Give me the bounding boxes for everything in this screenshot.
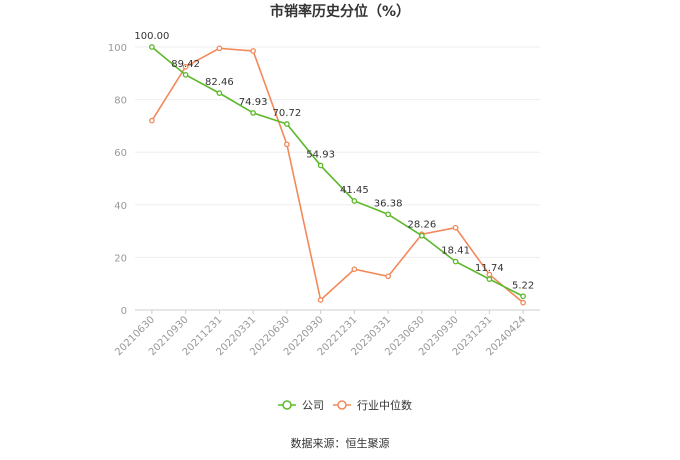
industry-median-point (250, 48, 256, 54)
chart-title: 市销率历史分位（%） (270, 3, 410, 20)
industry-median-point (216, 45, 223, 52)
legend-marker (282, 400, 292, 410)
company-point (419, 232, 425, 239)
legend-item-company[interactable]: 公司 (278, 399, 324, 412)
company-point (351, 198, 358, 204)
company-point (385, 211, 391, 218)
industry-median-point (452, 224, 459, 231)
data-label: 5.22 (512, 280, 534, 291)
industry-median-point (520, 299, 526, 306)
industry-median-point (149, 117, 155, 124)
industry-median-point (385, 273, 391, 280)
series-line-company (151, 46, 524, 297)
data-label: 74.93 (239, 97, 268, 108)
company-point (520, 293, 526, 300)
industry-median-point (317, 297, 324, 303)
y-tick-label: 20 (114, 253, 127, 264)
company-point (149, 44, 155, 50)
source-note: 数据来源：恒生聚源 (291, 436, 390, 450)
company-point (452, 258, 459, 265)
x-axis: 2021063020210930202112312022033120220630… (113, 310, 528, 358)
industry-median-point (182, 63, 189, 70)
series-layer: 100.00 89.42 82.46 74.93 70.72 54.93 41.45 36.3… (134, 31, 534, 306)
y-tick-label: 100 (108, 43, 127, 54)
legend-label: 行业中位数 (357, 398, 412, 412)
data-label: 28.26 (408, 220, 437, 231)
y-tick-label: 0 (121, 306, 127, 317)
data-label: 41.45 (340, 185, 369, 196)
legend-label: 公司 (302, 399, 324, 412)
data-label: 11.74 (475, 263, 504, 274)
company-point (216, 90, 223, 96)
industry-median-point (351, 266, 358, 273)
y-tick-label: 80 (114, 96, 127, 107)
company-point (182, 71, 189, 78)
legend[interactable]: 公司 行业中位数 (278, 398, 412, 412)
industry-median-point (284, 141, 290, 148)
series-line-industry-median (151, 47, 524, 304)
data-label: 18.41 (441, 246, 470, 257)
company-point (284, 121, 290, 127)
data-label: 82.46 (205, 77, 234, 88)
data-label: 89.42 (171, 59, 200, 70)
data-label: 70.72 (273, 108, 302, 119)
data-label: 100.00 (134, 31, 169, 42)
y-tick-label: 60 (114, 148, 127, 159)
legend-item-industry-median[interactable]: 行业中位数 (333, 398, 412, 412)
company-point (486, 276, 493, 282)
grid (135, 46, 540, 311)
y-tick-label: 40 (114, 201, 127, 212)
legend-marker (337, 400, 347, 410)
data-label: 36.38 (374, 198, 403, 209)
company-point (317, 162, 324, 169)
company-point (250, 110, 256, 116)
data-label: 54.93 (306, 150, 335, 161)
y-axis: 0 20 40 60 80 100 (108, 43, 127, 317)
